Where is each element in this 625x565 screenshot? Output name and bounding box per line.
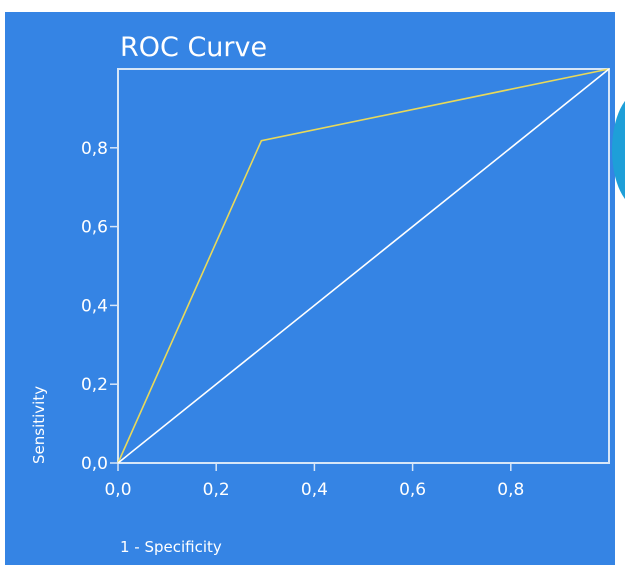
x-tick-label: 0,6 [399,480,426,500]
y-tick-label: 0,0 [81,454,108,474]
chart-title: ROC Curve [120,32,267,63]
x-tick-label: 0,0 [104,480,131,500]
x-tick-label: 0,4 [301,480,328,500]
x-axis-label: 1 - Specificity [120,538,222,556]
series-layer [118,69,609,463]
y-tick-label: 0,2 [81,375,108,395]
x-axis: 0,0 0,2 0,4 0,6 0,8 [104,463,524,500]
y-tick-label: 0,6 [81,218,108,238]
edge-blob-shape [612,92,625,208]
x-tick-label: 0,2 [203,480,230,500]
reference-diagonal-line [118,69,609,463]
y-tick-label: 0,4 [81,296,108,316]
y-axis-label: Sensitivity [30,386,48,464]
x-tick-label: 0,8 [497,480,524,500]
y-tick-label: 0,8 [81,139,108,159]
y-axis: 0,0 0,2 0,4 0,6 0,8 [81,139,118,474]
